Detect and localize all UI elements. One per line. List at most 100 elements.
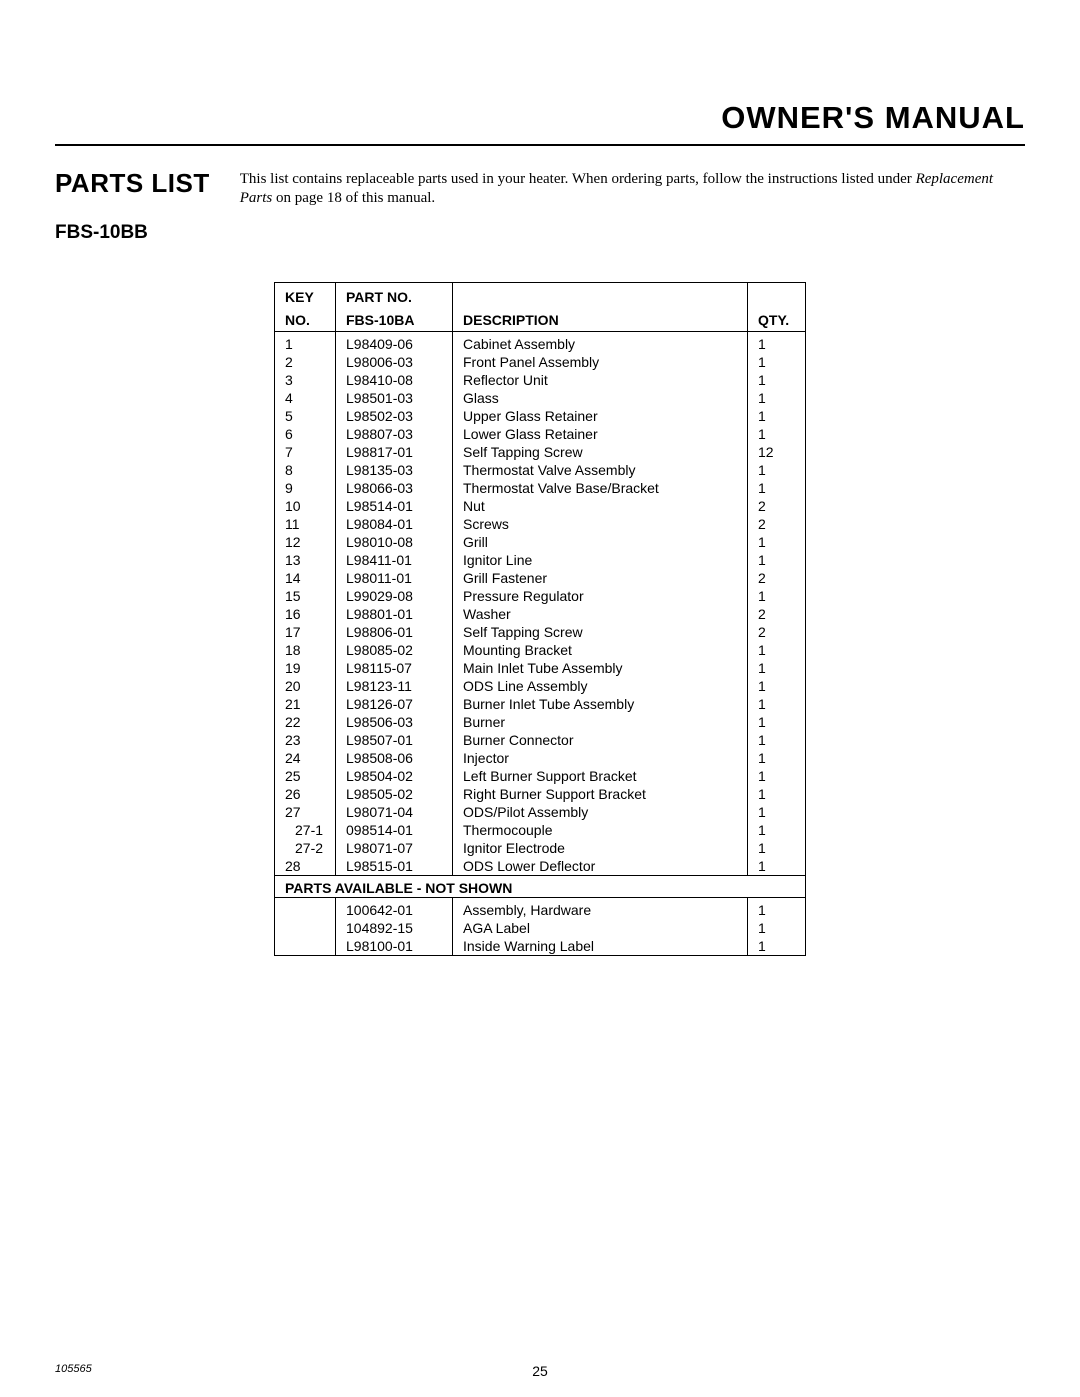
cell-qty: 1 <box>748 407 806 425</box>
table-row: 18L98085-02Mounting Bracket1 <box>275 641 806 659</box>
cell-part: L98807-03 <box>336 425 453 443</box>
cell-qty: 12 <box>748 443 806 461</box>
th-part-2: FBS-10BA <box>336 306 453 332</box>
cell-description: Burner Inlet Tube Assembly <box>453 695 748 713</box>
cell-description: Right Burner Support Bracket <box>453 785 748 803</box>
cell-qty: 1 <box>748 785 806 803</box>
table-row: 3L98410-08Reflector Unit1 <box>275 371 806 389</box>
cell-key: 19 <box>275 659 336 677</box>
table-row: 11L98084-01Screws2 <box>275 515 806 533</box>
header-title: OWNER'S MANUAL <box>55 100 1025 146</box>
cell-key: 3 <box>275 371 336 389</box>
cell-key: 15 <box>275 587 336 605</box>
cell-key: 8 <box>275 461 336 479</box>
cell-part: L98801-01 <box>336 605 453 623</box>
cell-part: L98514-01 <box>336 497 453 515</box>
cell-qty: 1 <box>748 749 806 767</box>
cell-key: 17 <box>275 623 336 641</box>
table-row: 15L99029-08Pressure Regulator1 <box>275 587 806 605</box>
table-row: 14L98011-01Grill Fastener2 <box>275 569 806 587</box>
cell-description: Screws <box>453 515 748 533</box>
cell-part: L98071-04 <box>336 803 453 821</box>
cell-part: L98135-03 <box>336 461 453 479</box>
cell-qty: 1 <box>748 551 806 569</box>
cell-part: L98100-01 <box>336 937 453 956</box>
cell-key: 11 <box>275 515 336 533</box>
th-key-1: KEY <box>275 282 336 306</box>
table-wrap: KEY PART NO. NO. FBS-10BA DESCRIPTION QT… <box>55 282 1025 956</box>
cell-qty: 2 <box>748 569 806 587</box>
cell-description: Left Burner Support Bracket <box>453 767 748 785</box>
table-row: 27-1098514-01Thermocouple1 <box>275 821 806 839</box>
cell-description: Inside Warning Label <box>453 937 748 956</box>
divider-label: PARTS AVAILABLE - NOT SHOWN <box>275 875 806 897</box>
table-row: L98100-01Inside Warning Label1 <box>275 937 806 956</box>
cell-key <box>275 897 336 919</box>
cell-description: Ignitor Electrode <box>453 839 748 857</box>
cell-part: 104892-15 <box>336 919 453 937</box>
cell-key: 23 <box>275 731 336 749</box>
table-row: 6L98807-03Lower Glass Retainer1 <box>275 425 806 443</box>
cell-part: 098514-01 <box>336 821 453 839</box>
table-header: KEY PART NO. NO. FBS-10BA DESCRIPTION QT… <box>275 282 806 331</box>
cell-part: L98506-03 <box>336 713 453 731</box>
cell-qty: 1 <box>748 389 806 407</box>
th-qty: QTY. <box>748 306 806 332</box>
cell-key: 12 <box>275 533 336 551</box>
th-key-2: NO. <box>275 306 336 332</box>
cell-description: Lower Glass Retainer <box>453 425 748 443</box>
cell-qty: 2 <box>748 515 806 533</box>
intro-text-part1: This list contains replaceable parts use… <box>240 171 916 187</box>
table-row: 19L98115-07Main Inlet Tube Assembly1 <box>275 659 806 677</box>
cell-key: 24 <box>275 749 336 767</box>
cell-description: ODS Lower Deflector <box>453 857 748 876</box>
table-row: 2L98006-03Front Panel Assembly1 <box>275 353 806 371</box>
cell-key: 13 <box>275 551 336 569</box>
cell-description: Main Inlet Tube Assembly <box>453 659 748 677</box>
cell-qty: 1 <box>748 731 806 749</box>
cell-key: 18 <box>275 641 336 659</box>
cell-key: 7 <box>275 443 336 461</box>
divider-row: PARTS AVAILABLE - NOT SHOWN <box>275 875 806 897</box>
intro-text: This list contains replaceable parts use… <box>240 168 1025 208</box>
cell-part: L98084-01 <box>336 515 453 533</box>
cell-part: L98501-03 <box>336 389 453 407</box>
cell-qty: 1 <box>748 919 806 937</box>
table-row: 4L98501-03Glass1 <box>275 389 806 407</box>
cell-qty: 1 <box>748 677 806 695</box>
cell-qty: 1 <box>748 641 806 659</box>
section-row: PARTS LIST This list contains replaceabl… <box>55 168 1025 208</box>
table-row: 25L98504-02Left Burner Support Bracket1 <box>275 767 806 785</box>
model-label: FBS-10BB <box>55 222 1025 244</box>
cell-key: 22 <box>275 713 336 731</box>
cell-qty: 1 <box>748 857 806 876</box>
cell-description: Glass <box>453 389 748 407</box>
table-row: 104892-15AGA Label1 <box>275 919 806 937</box>
cell-description: AGA Label <box>453 919 748 937</box>
cell-qty: 1 <box>748 767 806 785</box>
cell-qty: 1 <box>748 803 806 821</box>
cell-part: L98411-01 <box>336 551 453 569</box>
cell-description: Grill Fastener <box>453 569 748 587</box>
cell-qty: 1 <box>748 937 806 956</box>
cell-key <box>275 937 336 956</box>
cell-qty: 1 <box>748 897 806 919</box>
cell-key: 27-1 <box>275 821 336 839</box>
page-container: OWNER'S MANUAL PARTS LIST This list cont… <box>0 0 1080 1397</box>
cell-key: 27-2 <box>275 839 336 857</box>
cell-key: 27 <box>275 803 336 821</box>
table-body-extra: 100642-01Assembly, Hardware1104892-15AGA… <box>275 897 806 955</box>
parts-table: KEY PART NO. NO. FBS-10BA DESCRIPTION QT… <box>274 282 806 956</box>
footer-doc-number: 105565 <box>55 1363 92 1375</box>
cell-part: L98505-02 <box>336 785 453 803</box>
cell-part: L98806-01 <box>336 623 453 641</box>
cell-qty: 1 <box>748 821 806 839</box>
cell-qty: 1 <box>748 425 806 443</box>
cell-key: 20 <box>275 677 336 695</box>
cell-qty: 2 <box>748 605 806 623</box>
th-desc: DESCRIPTION <box>453 306 748 332</box>
cell-description: Self Tapping Screw <box>453 623 748 641</box>
cell-part: L98066-03 <box>336 479 453 497</box>
table-row: 21L98126-07Burner Inlet Tube Assembly1 <box>275 695 806 713</box>
table-row: 12L98010-08Grill1 <box>275 533 806 551</box>
